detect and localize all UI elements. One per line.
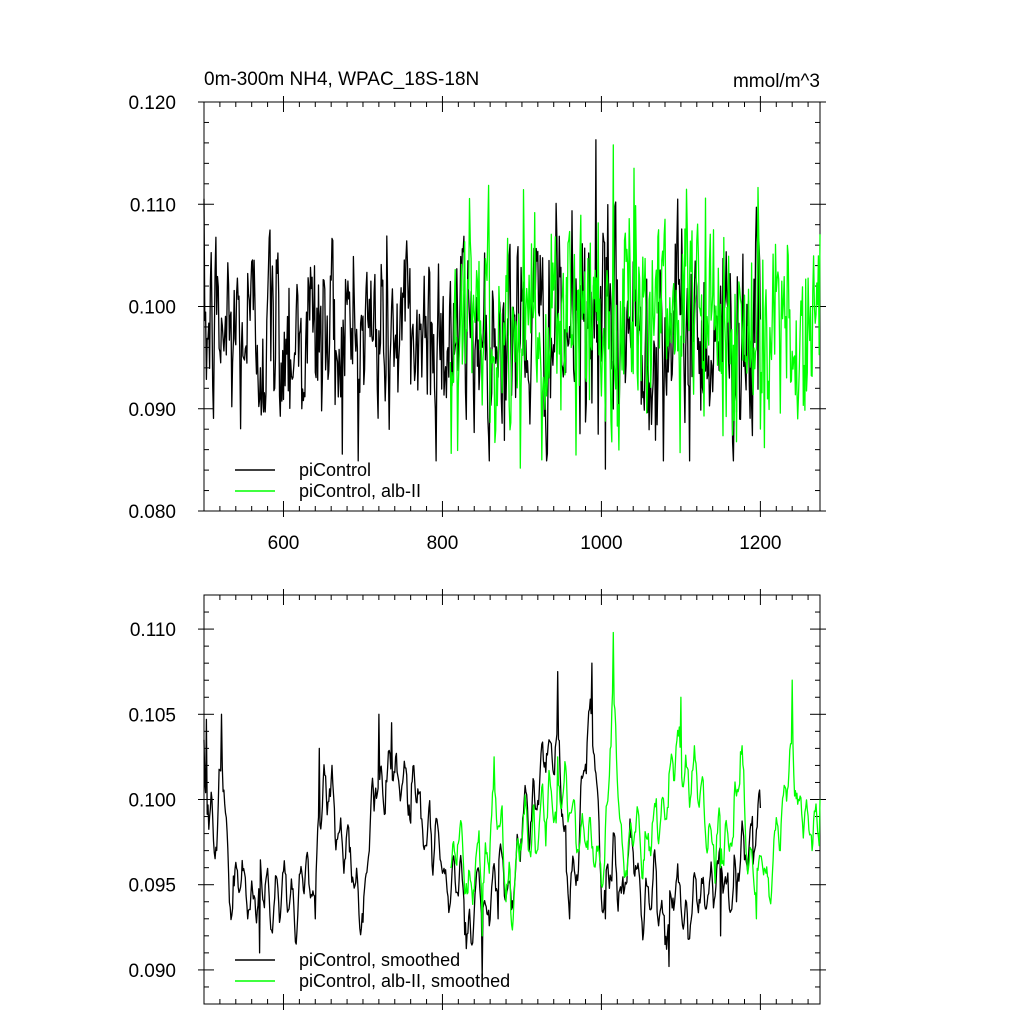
series-line-picontrol xyxy=(203,139,762,470)
y-tick-label: 0.080 xyxy=(128,502,176,523)
series-line-picontrol-alb-ii xyxy=(449,144,821,469)
x-tick-label: 1200 xyxy=(739,533,781,554)
y-tick-label: 0.120 xyxy=(128,93,176,114)
legend-label: piControl, alb-II xyxy=(299,481,421,501)
y-tick-label: 0.110 xyxy=(130,195,176,216)
series-line-picontrol-smoothed xyxy=(203,662,762,980)
bottom-panel: 0.090 0.095 0.100 0.105 0.110 piControl, smoo… xyxy=(128,589,826,1010)
chart-units: mmol/m^3 xyxy=(733,71,820,92)
y-tick-label: 0.090 xyxy=(128,961,176,982)
y-tick-label: 0.095 xyxy=(128,876,176,897)
chart-title: 0m-300m NH4, WPAC_18S-18N xyxy=(204,69,479,90)
series-line-picontrol-alb-ii-smoothed xyxy=(450,631,821,937)
top-panel: 600 800 1000 1200 0.080 0.090 0.100 0.110 0.120 p… xyxy=(128,93,826,554)
y-tick-label: 0.100 xyxy=(128,791,176,812)
y-tick-label: 0.100 xyxy=(128,298,176,319)
y-tick-label: 0.090 xyxy=(128,400,176,421)
x-tick-label: 800 xyxy=(427,533,459,554)
y-tick-label: 0.110 xyxy=(130,620,176,641)
legend-label: piControl, smoothed xyxy=(299,950,460,970)
legend-label: piControl xyxy=(299,460,371,480)
legend-label: piControl, alb-II, smoothed xyxy=(299,971,510,991)
y-tick-label: 0.105 xyxy=(128,705,176,726)
x-tick-label: 1000 xyxy=(580,533,622,554)
x-tick-label: 600 xyxy=(268,533,300,554)
